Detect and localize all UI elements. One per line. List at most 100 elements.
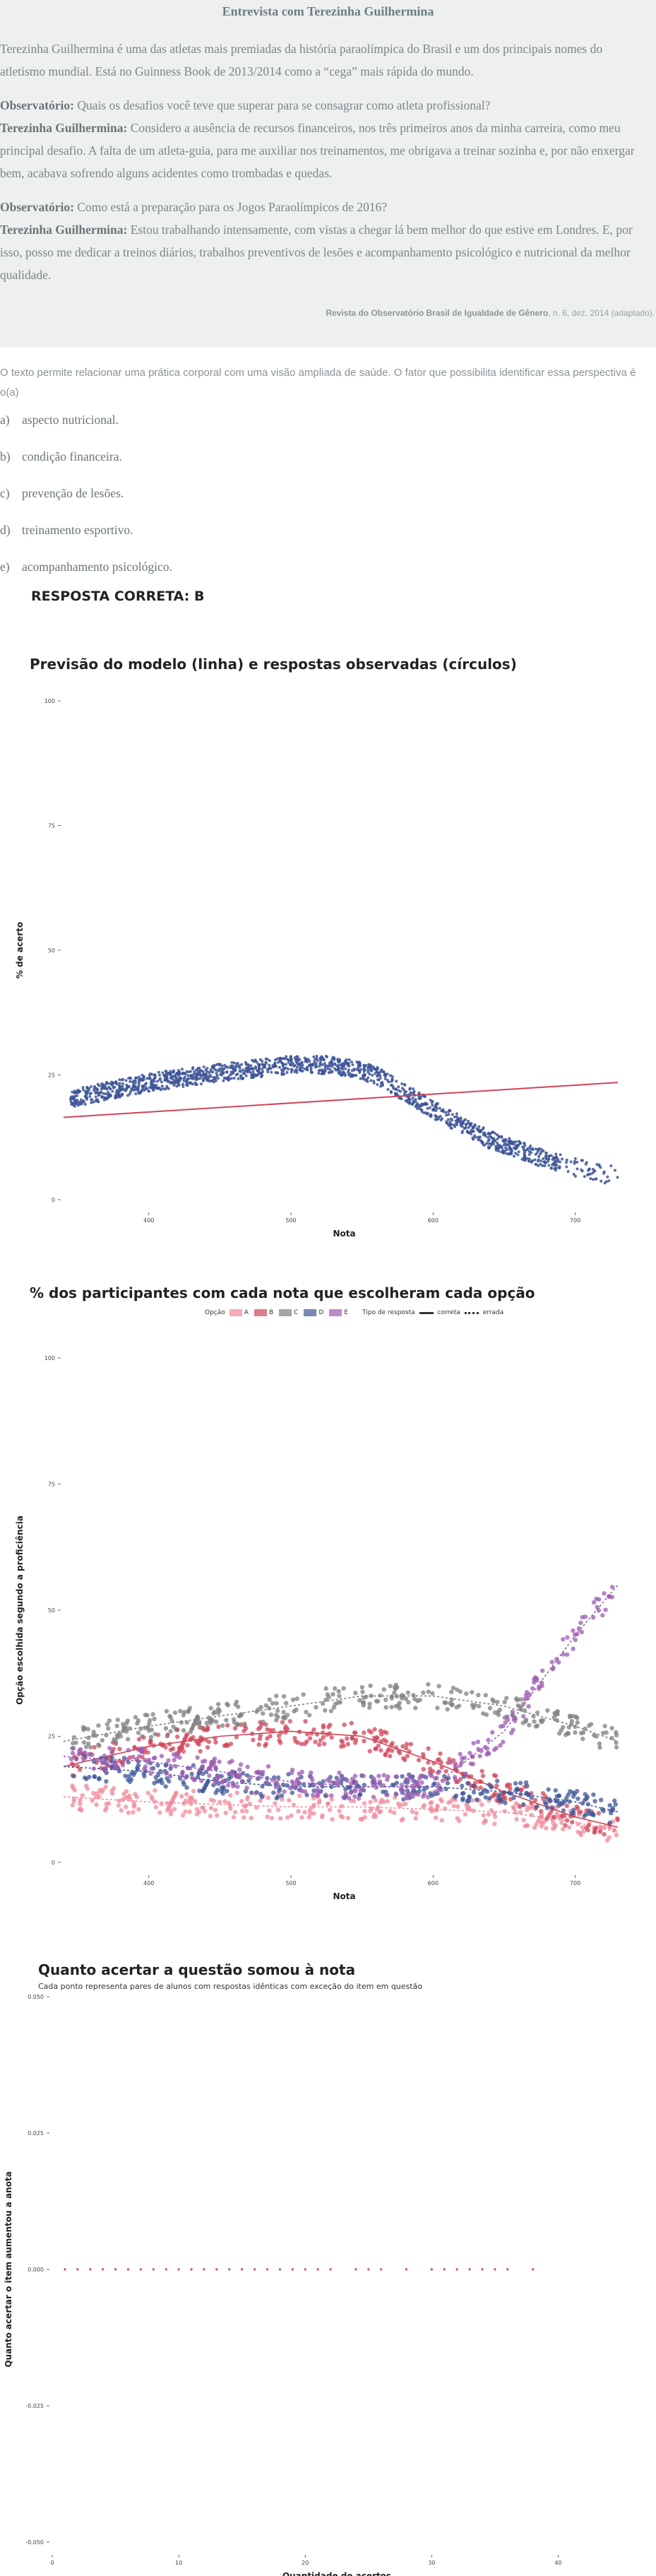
point-option-d — [323, 1793, 328, 1798]
point-option-c — [388, 1684, 393, 1689]
point-option-c — [274, 1694, 279, 1698]
point-option-d — [521, 1802, 526, 1807]
point-option-c — [569, 1718, 575, 1724]
observed-point — [297, 1063, 301, 1066]
point-option-e — [467, 1750, 472, 1756]
point-option-e — [177, 1755, 182, 1760]
observed-point — [323, 1064, 327, 1068]
point-option-b — [563, 1823, 568, 1828]
observed-point — [132, 1079, 136, 1082]
point-option-c — [383, 1705, 388, 1710]
observed-point — [93, 1085, 96, 1088]
observed-point — [469, 1123, 472, 1126]
point-option-e — [573, 1637, 578, 1643]
point-option-c — [165, 1734, 170, 1739]
point-option-e — [112, 1759, 118, 1765]
observed-point — [97, 1094, 100, 1097]
point-option-c — [304, 1709, 309, 1715]
observed-point — [298, 1058, 302, 1061]
point-option-c — [594, 1734, 599, 1739]
observed-point — [111, 1089, 114, 1093]
observed-point — [120, 1078, 124, 1082]
point-option-c — [100, 1738, 105, 1743]
point-option-a — [214, 1813, 220, 1818]
observed-point — [256, 1063, 260, 1066]
point-option-a — [124, 1804, 129, 1809]
observed-point — [95, 1098, 98, 1101]
option-e[interactable]: e) acompanhamento psicológico. — [0, 560, 172, 574]
observed-point — [121, 1087, 125, 1091]
observed-point — [333, 1067, 337, 1070]
observed-point — [451, 1113, 454, 1116]
observed-point — [479, 1128, 483, 1132]
observed-point — [502, 1139, 506, 1142]
observed-point — [395, 1087, 398, 1091]
point-option-d — [123, 1773, 128, 1778]
point-option-d — [513, 1780, 518, 1786]
point-option-c — [545, 1708, 550, 1713]
point-option-a — [241, 1815, 246, 1820]
point-option-e — [104, 1760, 109, 1766]
point-option-c — [406, 1700, 411, 1705]
point-option-a — [208, 1814, 213, 1819]
point-option-b — [326, 1725, 331, 1730]
y-axis-label: Opção escolhida segundo a proficiência — [15, 1516, 25, 1705]
x-tick-label: 600 — [428, 1217, 439, 1224]
point-option-e — [166, 1758, 171, 1763]
observed-point — [376, 1071, 380, 1075]
pair-point — [139, 2268, 142, 2271]
option-d[interactable]: d) treinamento esportivo. — [0, 523, 133, 537]
interview-title: Entrevista com Terezinha Guilhermina — [222, 4, 434, 18]
point-option-e — [337, 1770, 342, 1776]
point-option-c — [515, 1703, 520, 1708]
point-option-d — [610, 1806, 616, 1811]
option-a[interactable]: a) aspecto nutricional. — [0, 413, 119, 427]
point-option-a — [438, 1797, 443, 1802]
observed-point — [148, 1077, 152, 1080]
observed-point — [559, 1153, 562, 1157]
observed-point — [278, 1057, 282, 1060]
point-option-a — [538, 1819, 544, 1825]
point-option-e — [602, 1591, 607, 1596]
point-option-d — [471, 1790, 477, 1795]
point-option-b — [225, 1723, 230, 1728]
point-option-c — [337, 1694, 342, 1698]
observed-point — [358, 1062, 362, 1065]
observed-point — [487, 1131, 490, 1135]
point-option-d — [126, 1777, 131, 1783]
observed-point — [116, 1095, 119, 1099]
observed-point — [523, 1144, 527, 1147]
point-option-a — [222, 1799, 227, 1804]
observed-point — [368, 1073, 371, 1076]
observed-point — [380, 1068, 383, 1072]
point-option-b — [251, 1737, 256, 1742]
point-option-c — [145, 1713, 150, 1718]
point-option-d — [523, 1780, 529, 1785]
qa-block-1: Observatório: Quais os desafios você tev… — [0, 94, 656, 184]
point-option-c — [268, 1712, 274, 1718]
observed-point — [576, 1160, 579, 1164]
observed-point — [72, 1097, 76, 1101]
point-option-e — [433, 1776, 438, 1781]
point-option-e — [216, 1773, 222, 1779]
point-option-c — [301, 1692, 306, 1697]
point-option-c — [107, 1718, 112, 1723]
option-c[interactable]: c) prevenção de lesões. — [0, 486, 124, 500]
legend-swatch — [254, 1309, 267, 1316]
observed-point — [226, 1065, 229, 1069]
point-option-d — [567, 1799, 572, 1804]
observed-point — [376, 1075, 379, 1078]
observed-point — [73, 1089, 76, 1093]
point-option-b — [404, 1746, 409, 1751]
observed-point — [148, 1089, 151, 1093]
point-option-e — [140, 1749, 145, 1754]
point-option-c — [261, 1720, 266, 1725]
point-option-c — [143, 1725, 148, 1730]
point-option-e — [309, 1775, 314, 1780]
option-b[interactable]: b) condição financeira. — [0, 449, 122, 463]
observed-point — [533, 1158, 537, 1162]
point-option-e — [407, 1774, 413, 1779]
point-option-b — [198, 1749, 203, 1754]
point-option-c — [436, 1684, 441, 1689]
point-option-e — [91, 1766, 97, 1771]
